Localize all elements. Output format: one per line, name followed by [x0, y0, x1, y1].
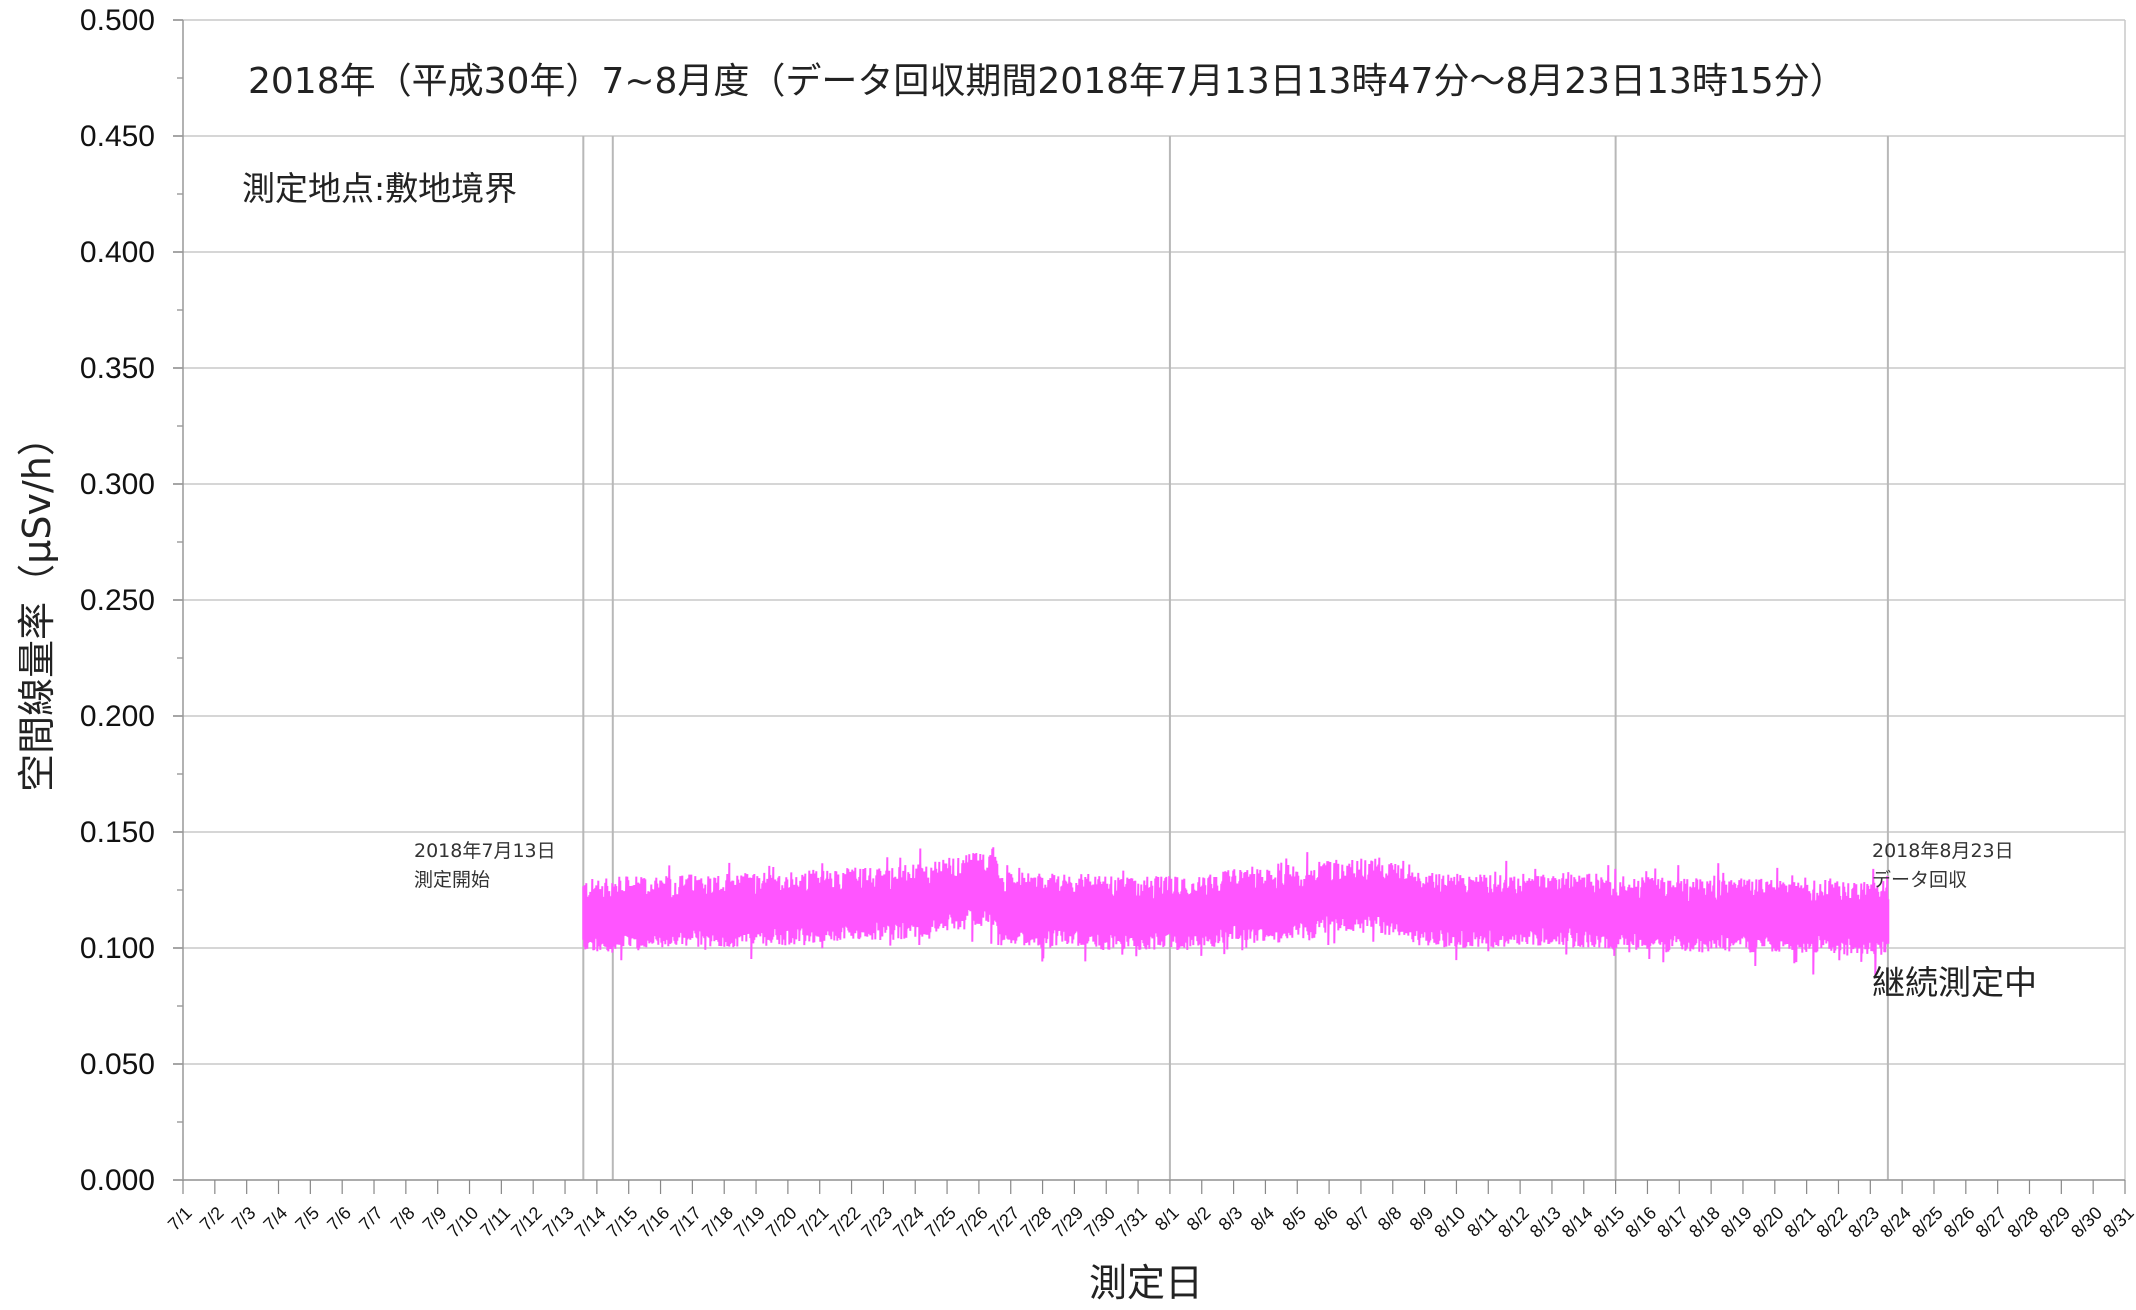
continuing-measurement-label: 継続測定中 — [1872, 963, 2037, 1002]
x-tick-label: 8/27 — [1972, 1203, 2011, 1242]
x-tick-label: 7/17 — [666, 1203, 705, 1242]
y-tick-labels: 0.000 0.050 0.100 0.150 0.200 0.250 0.300 0.350… — [80, 4, 155, 1197]
x-tick-label: 8/25 — [1908, 1203, 1947, 1242]
x-tick-label: 8/3 — [1215, 1203, 1247, 1235]
x-tick-label: 7/8 — [387, 1203, 419, 1235]
x-tick-label: 8/16 — [1621, 1203, 1660, 1242]
x-tick-label: 7/21 — [794, 1203, 833, 1242]
x-tick-label: 8/11 — [1463, 1203, 1501, 1241]
x-tick-label: 7/10 — [443, 1203, 482, 1242]
x-tick-label: 8/13 — [1526, 1203, 1565, 1242]
x-tick-label: 7/7 — [355, 1203, 387, 1235]
x-tick-label: 8/21 — [1781, 1203, 1820, 1242]
x-tick-label: 7/5 — [291, 1203, 323, 1235]
measurement-point-label: 測定地点:敷地境界 — [242, 169, 517, 208]
x-axis-title: 測定日 — [1089, 1261, 1203, 1305]
gridlines — [183, 19, 2125, 1181]
x-tick-label: 8/22 — [1812, 1203, 1851, 1242]
x-tick-label: 7/25 — [921, 1203, 960, 1242]
x-tick-label: 8/4 — [1246, 1203, 1278, 1235]
y-tick-label: 0.250 — [80, 584, 155, 617]
x-tick-label: 8/23 — [1844, 1203, 1883, 1242]
end-label-annotation: データ回収 — [1872, 869, 1967, 891]
x-tick-label: 8/24 — [1876, 1203, 1915, 1242]
chart-title: 2018年（平成30年）7~8月度（データ回収期間2018年7月13日13時47… — [248, 61, 1846, 102]
y-tick-label: 0.400 — [80, 236, 155, 269]
x-tick-label: 8/30 — [2067, 1203, 2106, 1242]
x-tick-label: 8/5 — [1278, 1203, 1310, 1235]
x-tick-label: 7/15 — [603, 1203, 642, 1242]
x-tick-label: 8/12 — [1494, 1203, 1533, 1242]
start-label-annotation: 測定開始 — [414, 869, 490, 891]
x-tick-label: 8/7 — [1342, 1203, 1374, 1235]
x-tick-label: 7/14 — [571, 1203, 610, 1242]
x-tick-label: 8/17 — [1653, 1203, 1692, 1242]
x-tick-label: 8/6 — [1310, 1203, 1342, 1235]
x-tick-label: 8/14 — [1558, 1203, 1597, 1242]
y-tick-label: 0.500 — [80, 4, 155, 37]
x-tick-label: 7/20 — [762, 1203, 801, 1242]
x-tick-label: 8/15 — [1590, 1203, 1629, 1242]
x-tick-label: 7/19 — [730, 1203, 769, 1242]
y-tick-label: 0.000 — [80, 1164, 155, 1197]
vertical-marker-lines — [582, 136, 1889, 1180]
x-tick-label: 7/3 — [228, 1203, 260, 1235]
y-tick-label: 0.050 — [80, 1048, 155, 1081]
x-tick-label: 7/18 — [698, 1203, 737, 1242]
dose-rate-series-line — [582, 847, 1890, 978]
x-tick-label: 8/19 — [1717, 1203, 1756, 1242]
x-tick-label: 7/30 — [1080, 1203, 1119, 1242]
x-tick-label: 7/2 — [196, 1203, 228, 1235]
x-tick-label: 7/29 — [1048, 1203, 1087, 1242]
y-tick-label: 0.300 — [80, 468, 155, 501]
x-tick-label: 8/1 — [1151, 1203, 1183, 1235]
x-tick-label: 7/31 — [1112, 1203, 1151, 1242]
x-tick-label: 7/26 — [953, 1203, 992, 1242]
end-date-annotation: 2018年8月23日 — [1872, 840, 2014, 862]
x-tick-label: 7/27 — [985, 1203, 1024, 1242]
y-axis-title: 空間線量率（μSv/h） — [15, 418, 59, 792]
x-tick-label: 7/28 — [1016, 1203, 1055, 1242]
x-tick-label: 7/16 — [634, 1203, 673, 1242]
x-tick-label: 7/12 — [507, 1203, 546, 1242]
x-tick-labels: 7/1 7/2 7/3 7/4 7/5 7/6 7/7 7/8 7/97/107/117/127… — [164, 1203, 2136, 1242]
x-tick-label: 7/11 — [476, 1203, 514, 1241]
y-tick-label: 0.150 — [80, 816, 155, 849]
x-tick-label: 8/18 — [1685, 1203, 1724, 1242]
x-tick-label: 8/29 — [2035, 1203, 2074, 1242]
y-tick-label: 0.450 — [80, 120, 155, 153]
x-tick-label: 8/2 — [1183, 1203, 1215, 1235]
y-tick-label: 0.200 — [80, 700, 155, 733]
axes — [173, 19, 2126, 1194]
x-tick-label: 8/28 — [2003, 1203, 2042, 1242]
x-tick-label: 7/24 — [889, 1203, 928, 1242]
x-tick-label: 8/10 — [1430, 1203, 1469, 1242]
y-tick-label: 0.100 — [80, 932, 155, 965]
x-tick-label: 8/20 — [1749, 1203, 1788, 1242]
x-tick-label: 7/23 — [857, 1203, 896, 1242]
x-tick-label: 7/1 — [164, 1203, 196, 1235]
x-tick-label: 7/4 — [259, 1203, 291, 1235]
x-tick-label: 8/26 — [1940, 1203, 1979, 1242]
x-tick-label: 7/6 — [323, 1203, 355, 1235]
x-tick-label: 8/8 — [1374, 1203, 1406, 1235]
x-tick-label: 7/22 — [825, 1203, 864, 1242]
x-tick-label: 7/13 — [539, 1203, 578, 1242]
y-tick-label: 0.350 — [80, 352, 155, 385]
x-tick-label: 8/31 — [2099, 1203, 2136, 1242]
start-date-annotation: 2018年7月13日 — [414, 840, 556, 862]
